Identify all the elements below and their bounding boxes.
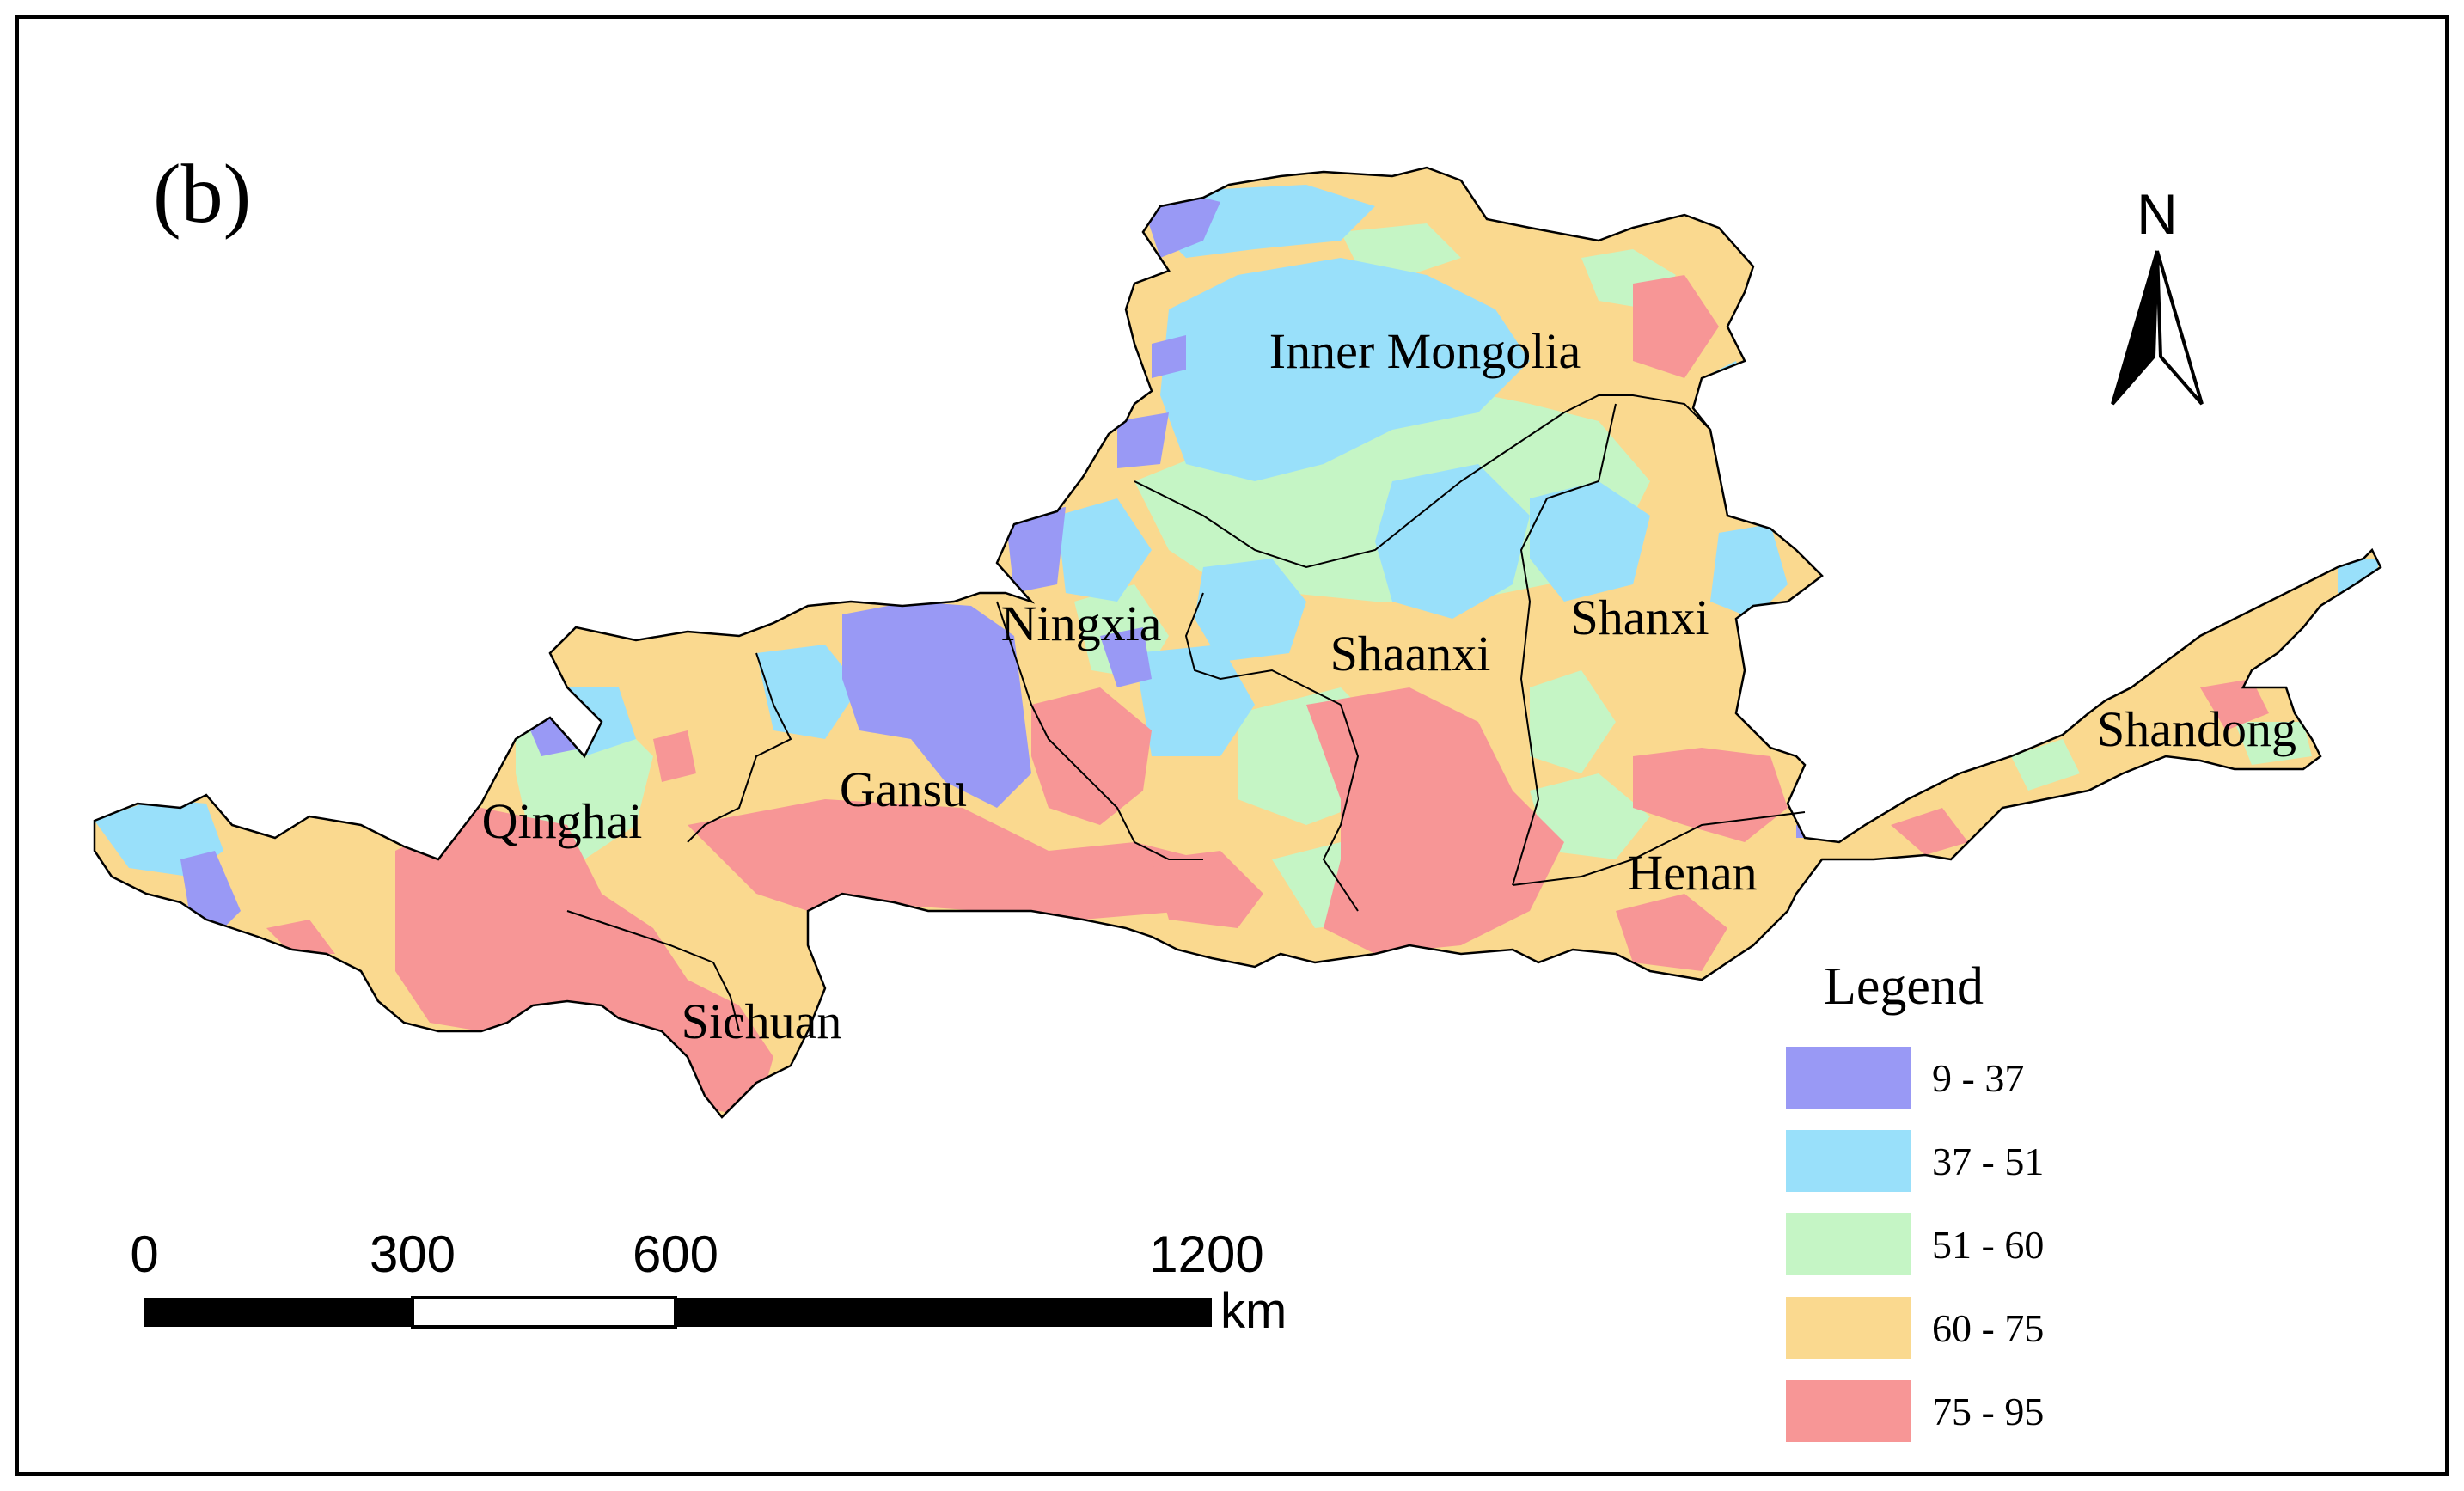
panel-label: (b) bbox=[153, 148, 251, 241]
region-label-qinghai: Qinghai bbox=[482, 793, 643, 849]
legend-swatch bbox=[1786, 1297, 1911, 1359]
scale-tick-300: 300 bbox=[370, 1225, 456, 1283]
legend-label: 60 - 75 bbox=[1932, 1306, 2044, 1350]
yellow-river-basin bbox=[93, 166, 2382, 1119]
legend-swatch bbox=[1786, 1213, 1911, 1275]
class-75-95-area bbox=[688, 799, 1203, 920]
region-labels: Inner Mongolia Ningxia Shaanxi Shanxi Sh… bbox=[482, 323, 2296, 1049]
scale-tick-600: 600 bbox=[633, 1225, 718, 1283]
scale-unit: km bbox=[1220, 1283, 1287, 1339]
region-label-inner-mongolia: Inner Mongolia bbox=[1269, 323, 1581, 379]
scale-tick-1200: 1200 bbox=[1149, 1225, 1263, 1283]
class-9-37-area bbox=[842, 602, 1031, 808]
legend-label: 9 - 37 bbox=[1932, 1056, 2024, 1100]
scale-tick-0: 0 bbox=[130, 1225, 158, 1283]
legend-swatch bbox=[1786, 1047, 1911, 1109]
legend-swatch bbox=[1786, 1380, 1911, 1442]
north-arrow: N bbox=[2111, 182, 2204, 406]
legend-label: 51 - 60 bbox=[1932, 1223, 2044, 1267]
legend-label: 37 - 51 bbox=[1932, 1140, 2044, 1183]
region-label-ningxia: Ningxia bbox=[1001, 596, 1162, 651]
scale-bar: 0 300 600 1200 km bbox=[130, 1225, 1287, 1339]
region-label-shanxi: Shanxi bbox=[1570, 590, 1709, 645]
north-label: N bbox=[2137, 182, 2178, 246]
legend: Legend 9 - 37 37 - 51 51 - 60 60 - 75 75 - 9… bbox=[1786, 957, 2044, 1442]
region-label-sichuan: Sichuan bbox=[682, 993, 842, 1049]
class-37-51-area bbox=[1160, 258, 1530, 481]
value-classes bbox=[95, 185, 2381, 1117]
legend-title: Legend bbox=[1824, 957, 1984, 1016]
legend-label: 75 - 95 bbox=[1932, 1390, 2044, 1433]
region-label-shandong: Shandong bbox=[2097, 701, 2296, 757]
legend-swatch bbox=[1786, 1130, 1911, 1192]
region-label-shaanxi: Shaanxi bbox=[1330, 626, 1491, 681]
region-label-henan: Henan bbox=[1627, 845, 1757, 901]
region-label-gansu: Gansu bbox=[840, 761, 967, 817]
province-boundaries bbox=[566, 394, 1806, 1032]
